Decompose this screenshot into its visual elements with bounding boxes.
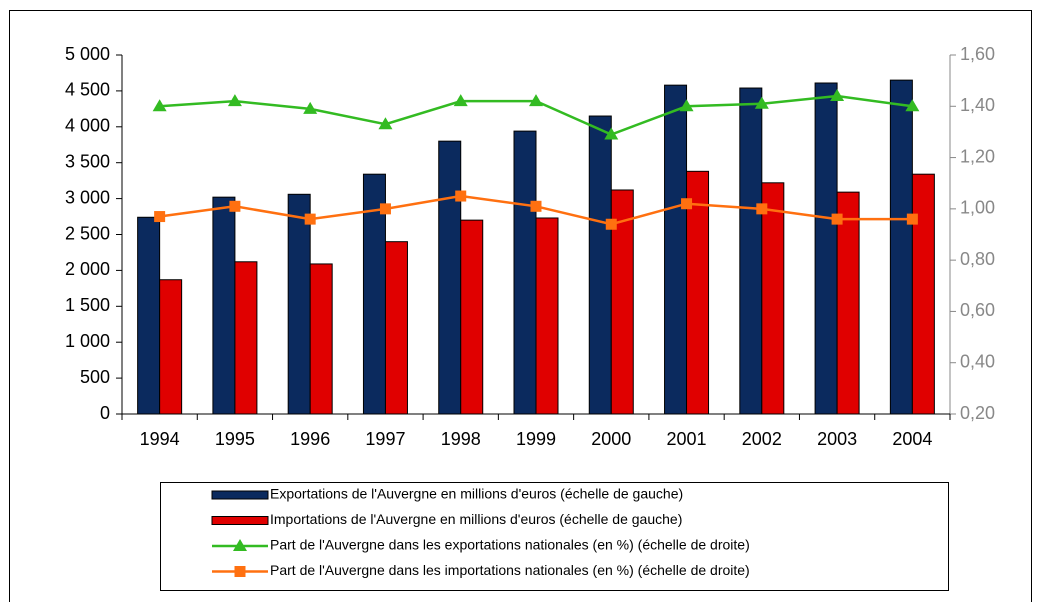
y-tick-label: 4 500	[65, 80, 110, 100]
point	[906, 213, 918, 225]
y2-tick-label: 0,60	[960, 300, 995, 320]
bar	[513, 130, 537, 415]
x-tick-label: 2004	[892, 429, 932, 449]
legend-swatch	[211, 490, 269, 500]
y-tick-label: 3 000	[65, 187, 110, 207]
point	[679, 99, 694, 112]
bar	[836, 191, 860, 415]
point	[378, 117, 393, 130]
y2-tick-label: 1,20	[960, 146, 995, 166]
x-tick-label: 2003	[817, 429, 857, 449]
bar	[159, 279, 183, 415]
point	[379, 203, 391, 215]
x-tick-label: 1998	[441, 429, 481, 449]
legend-label: Importations de l'Auvergne en millions d…	[270, 511, 682, 527]
legend-swatch	[211, 516, 269, 525]
y-tick-label: 0	[100, 403, 110, 423]
point	[453, 94, 468, 107]
x-tick-label: 1994	[140, 429, 180, 449]
y-tick-label: 2 000	[65, 259, 110, 279]
bar	[664, 84, 688, 415]
x-tick-label: 2002	[742, 429, 782, 449]
bar	[610, 189, 634, 415]
x-tick-label: 2001	[667, 429, 707, 449]
bar	[438, 140, 462, 415]
bar	[588, 115, 612, 415]
legend	[160, 482, 949, 591]
x-tick-label: 1995	[215, 429, 255, 449]
bar	[686, 170, 710, 415]
y-tick-label: 1 500	[65, 295, 110, 315]
point	[605, 218, 617, 230]
legend-label: Part de l'Auvergne dans les importations…	[270, 562, 750, 578]
point	[455, 190, 467, 202]
y-tick-label: 2 500	[65, 223, 110, 243]
point	[154, 211, 166, 223]
y-tick-label: 5 000	[65, 44, 110, 64]
point	[754, 96, 769, 109]
point	[229, 200, 241, 212]
point	[233, 539, 247, 551]
y2-tick-label: 1,00	[960, 198, 995, 218]
point	[905, 99, 920, 112]
y2-tick-label: 0,20	[960, 403, 995, 423]
point	[303, 101, 318, 114]
bar	[137, 216, 161, 415]
y2-tick-label: 1,40	[960, 95, 995, 115]
y-tick-label: 1 000	[65, 331, 110, 351]
y2-tick-label: 0,40	[960, 351, 995, 371]
bar	[814, 82, 838, 415]
x-tick-label: 1997	[365, 429, 405, 449]
bar	[460, 219, 484, 415]
bar	[535, 217, 559, 415]
bar	[911, 173, 935, 415]
point	[234, 566, 246, 577]
point	[756, 203, 768, 215]
point	[831, 213, 843, 225]
y2-tick-label: 0,80	[960, 249, 995, 269]
bar	[889, 79, 913, 415]
legend-label: Part de l'Auvergne dans les exportations…	[270, 537, 750, 553]
point	[681, 198, 693, 210]
point	[604, 127, 619, 140]
x-tick-label: 1996	[290, 429, 330, 449]
point	[530, 200, 542, 212]
point	[529, 94, 543, 107]
point	[152, 99, 167, 112]
x-tick-label: 2000	[591, 429, 631, 449]
bar	[761, 182, 785, 415]
point	[227, 94, 242, 107]
point	[830, 89, 845, 102]
bar	[384, 241, 408, 415]
bar	[739, 87, 763, 415]
legend-label: Exportations de l'Auvergne en millions d…	[270, 486, 683, 502]
y-tick-label: 3 500	[65, 151, 110, 171]
x-tick-label: 1999	[516, 429, 556, 449]
bar	[234, 261, 258, 415]
y-tick-label: 4 000	[65, 116, 110, 136]
y-tick-label: 500	[80, 367, 110, 387]
y2-tick-label: 1,60	[960, 44, 995, 64]
bar	[212, 196, 236, 415]
point	[304, 213, 316, 225]
bar	[287, 193, 311, 415]
bar	[309, 263, 333, 415]
